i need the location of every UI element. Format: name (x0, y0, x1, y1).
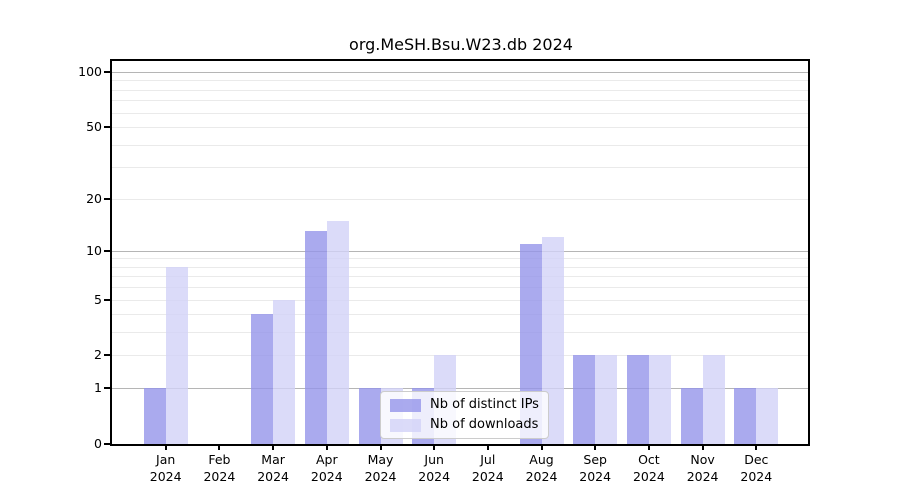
x-tick-mark (164, 444, 167, 450)
bar-distinct-ips-apr (304, 231, 327, 444)
legend-label-downloads: Nb of downloads (430, 417, 539, 432)
y-tick-mark (104, 387, 111, 390)
gridline-major (112, 388, 810, 390)
x-tick-mark (379, 444, 382, 450)
gridline-major (112, 250, 810, 252)
y-tick-label: 20 (86, 190, 102, 206)
gridline-minor (112, 332, 810, 334)
bar-distinct-ips-oct (626, 355, 649, 444)
x-tick-label: Oct 2024 (632, 452, 665, 484)
x-tick-label: Aug 2024 (525, 452, 558, 484)
x-tick-label: Feb 2024 (203, 452, 236, 484)
y-tick-mark (104, 298, 111, 301)
bar-distinct-ips-jan (143, 388, 166, 444)
y-tick-label: 0 (94, 436, 102, 451)
gridline-minor (112, 198, 810, 200)
x-tick-mark (755, 444, 758, 450)
gridline-minor (112, 167, 810, 169)
legend-swatch-distinct-ips (390, 398, 421, 412)
x-tick-label: Nov 2024 (686, 452, 719, 484)
y-tick-label: 50 (86, 119, 102, 135)
gridline-minor (112, 266, 810, 268)
bar-distinct-ips-mar (251, 314, 274, 444)
x-tick-label: Mar 2024 (257, 452, 289, 484)
gridline-minor (112, 258, 810, 260)
x-tick-mark (433, 444, 436, 450)
x-tick-mark (218, 444, 221, 450)
gridline-minor (112, 80, 810, 82)
x-tick-mark (647, 444, 650, 450)
y-tick-mark (104, 443, 111, 445)
x-tick-label: May 2024 (364, 452, 397, 484)
bar-distinct-ips-sep (573, 355, 596, 444)
y-tick-label: 5 (94, 291, 102, 307)
y-tick-mark (104, 126, 111, 129)
bar-downloads-nov (702, 355, 725, 444)
gridline-minor (112, 355, 810, 357)
x-tick-label: Sep 2024 (579, 452, 612, 484)
y-tick-mark (104, 249, 111, 252)
gridline-minor (112, 287, 810, 289)
x-tick-mark (272, 444, 275, 450)
x-tick-mark (701, 444, 704, 450)
bar-downloads-oct (648, 355, 671, 444)
y-tick-label: 10 (86, 242, 102, 258)
bar-distinct-ips-dec (734, 388, 757, 444)
legend: Nb of distinct IPs Nb of downloads (380, 391, 549, 439)
legend-item-downloads: Nb of downloads (390, 417, 539, 433)
x-tick-label: Jul 2024 (471, 452, 504, 484)
bar-downloads-mar (273, 299, 296, 444)
y-tick-label: 2 (94, 347, 102, 363)
legend-swatch-downloads (390, 418, 421, 432)
bar-distinct-ips-nov (680, 388, 703, 444)
legend-label-distinct-ips: Nb of distinct IPs (430, 397, 539, 412)
y-tick-label: 1 (94, 380, 102, 396)
gridline-minor (112, 276, 810, 278)
bar-downloads-apr (326, 220, 349, 444)
gridline-minor (112, 89, 810, 91)
gridline-minor (112, 299, 810, 301)
bar-downloads-jan (165, 266, 188, 444)
gridline-major (112, 72, 810, 73)
bar-downloads-sep (595, 355, 618, 444)
y-tick-mark (104, 354, 111, 357)
gridline-minor (112, 314, 810, 316)
gridline-minor (112, 112, 810, 114)
chart-title: org.MeSH.Bsu.W23.db 2024 (349, 35, 573, 54)
x-tick-mark (486, 444, 489, 450)
x-tick-label: Apr 2024 (310, 452, 343, 484)
gridline-minor (112, 144, 810, 146)
gridline-minor (112, 127, 810, 129)
y-tick-mark (104, 197, 111, 200)
legend-item-distinct-ips: Nb of distinct IPs (390, 397, 539, 413)
bar-downloads-dec (756, 388, 779, 444)
x-tick-mark (325, 444, 328, 450)
y-tick-label: 100 (78, 64, 102, 79)
x-tick-label: Jan 2024 (149, 452, 182, 484)
x-tick-label: Dec 2024 (740, 452, 773, 484)
x-tick-label: Jun 2024 (418, 452, 451, 484)
x-tick-mark (540, 444, 543, 450)
x-tick-mark (594, 444, 597, 450)
gridline-minor (112, 100, 810, 102)
y-tick-mark (104, 71, 111, 73)
bar-distinct-ips-may (358, 388, 381, 444)
